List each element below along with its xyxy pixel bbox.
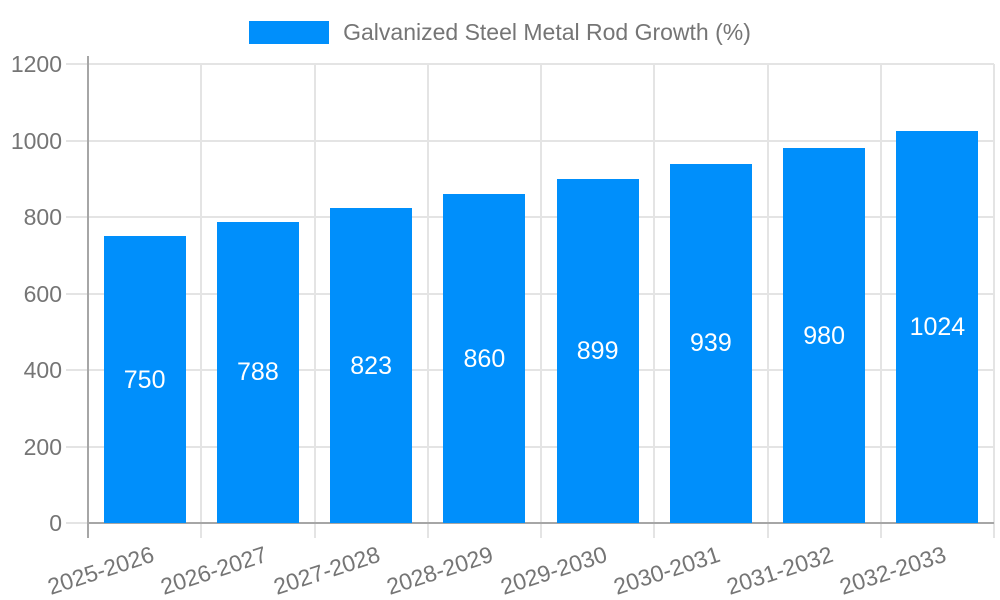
bar-value-label: 750 — [123, 365, 166, 394]
y-tick-label: 600 — [23, 280, 62, 307]
x-tick-label: 2032-2033 — [836, 541, 950, 600]
x-gridline — [879, 64, 882, 538]
y-axis-line — [87, 56, 89, 538]
x-gridline — [540, 64, 542, 538]
bar-value-label: 1024 — [909, 313, 966, 342]
bar — [783, 148, 866, 523]
legend: Galvanized Steel Metal Rod Growth (%) — [0, 21, 1000, 44]
y-gridline — [66, 139, 994, 142]
bar-value-label: 980 — [803, 321, 845, 350]
x-tick-label: 2031-2032 — [723, 541, 837, 600]
y-tick-label: 0 — [49, 510, 62, 536]
x-tick-label: 2028-2029 — [383, 541, 497, 600]
bar — [669, 163, 752, 523]
legend-label: Galvanized Steel Metal Rod Growth (%) — [343, 19, 751, 45]
bar — [103, 236, 186, 523]
x-gridline — [766, 64, 769, 538]
x-tick-label: 2030-2031 — [610, 541, 723, 600]
x-tick-label: 2029-2030 — [497, 541, 610, 600]
legend-item[interactable]: Galvanized Steel Metal Rod Growth (%) — [249, 21, 751, 44]
y-tick-label: 1000 — [10, 127, 62, 154]
y-gridline — [66, 63, 994, 65]
y-tick-label: 400 — [23, 357, 62, 383]
y-gridline — [66, 445, 994, 448]
x-tick-label: 2025-2026 — [44, 541, 157, 600]
x-axis-line — [87, 522, 994, 524]
x-tick-label: 2026-2027 — [157, 541, 270, 600]
x-tick-label: 2027-2028 — [270, 541, 384, 600]
x-gridline — [313, 64, 316, 538]
bar-value-label: 860 — [463, 344, 506, 373]
x-gridline — [426, 64, 429, 538]
y-gridline — [66, 369, 994, 371]
bar — [330, 208, 413, 523]
x-gridline — [200, 64, 203, 538]
bar-value-label: 899 — [576, 337, 619, 366]
bar — [443, 194, 526, 523]
bar-value-label: 939 — [690, 329, 732, 358]
y-gridline — [66, 292, 994, 295]
x-gridline — [993, 64, 995, 538]
y-gridline — [66, 216, 994, 218]
bar — [556, 179, 639, 523]
bar — [896, 131, 979, 523]
bar-value-label: 788 — [237, 358, 279, 387]
legend-swatch — [249, 21, 330, 44]
y-gridline — [66, 522, 88, 524]
x-gridline — [653, 64, 656, 538]
y-tick-label: 800 — [23, 204, 62, 230]
bar-value-label: 823 — [350, 351, 392, 380]
y-tick-label: 1200 — [10, 51, 62, 77]
bar — [216, 221, 299, 523]
y-tick-label: 200 — [23, 433, 62, 460]
